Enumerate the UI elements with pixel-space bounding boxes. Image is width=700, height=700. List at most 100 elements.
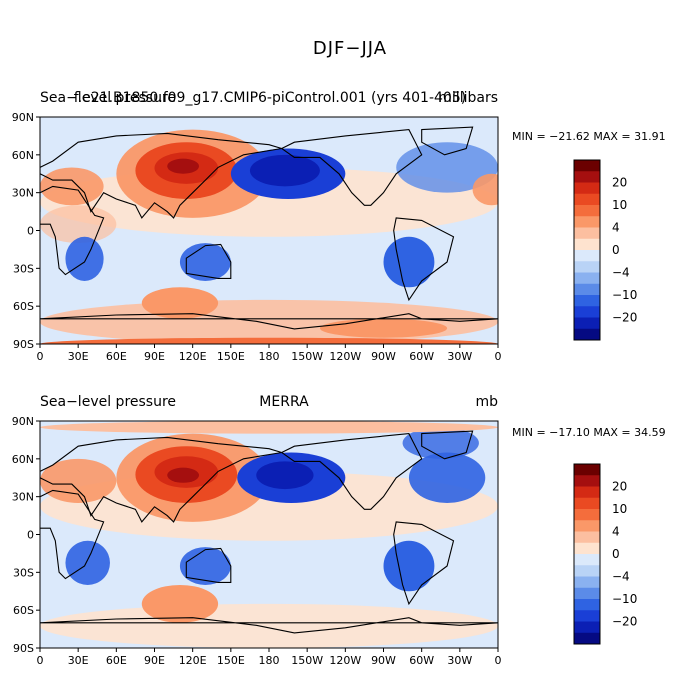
colorbar-swatch xyxy=(574,261,600,273)
slp-anomaly-region xyxy=(383,236,435,288)
colorbar: 20 10 4 0 −4 −10 −20 xyxy=(573,463,637,645)
panel-left-title: Sea−level pressure xyxy=(40,90,176,106)
lat-label: 60N xyxy=(12,149,34,162)
colorbar-label: 4 xyxy=(612,525,620,539)
colorbar-swatch xyxy=(574,250,600,262)
coastline xyxy=(185,547,232,583)
lon-label: 30E xyxy=(68,350,89,363)
slp-anomaly-region xyxy=(40,458,117,503)
coastline xyxy=(393,521,455,606)
colorbar-label: −20 xyxy=(612,615,637,629)
colorbar-swatch xyxy=(574,317,600,330)
min-max-readout: MIN = −17.10 MAX = 34.59 xyxy=(512,426,666,439)
colorbar-swatch xyxy=(574,182,600,195)
slp-anomaly-region xyxy=(141,287,219,319)
lat-label: 60N xyxy=(12,453,34,466)
slp-anomaly-region xyxy=(408,452,486,503)
slp-anomaly-region xyxy=(40,603,498,648)
colorbar-swatch xyxy=(574,565,600,577)
colorbar-swatch xyxy=(574,587,600,600)
min-max-readout: MIN = −21.62 MAX = 31.91 xyxy=(512,130,666,143)
panel-center-title: f.e21.B1850.f09_g17.CMIP6-piControl.001 … xyxy=(74,90,466,106)
lat-label: 30N xyxy=(12,187,34,200)
slp-field xyxy=(40,117,498,344)
lon-label: 30W xyxy=(447,350,472,363)
slp-anomaly-region xyxy=(179,243,231,281)
slp-anomaly-region xyxy=(65,236,104,281)
lon-label: 180 xyxy=(259,350,280,363)
slp-anomaly-region xyxy=(167,467,200,483)
slp-anomaly-region xyxy=(40,421,498,434)
lon-label: 60W xyxy=(409,654,434,667)
map-panel-model: Sea−level pressure f.e21.B1850.f09_g17.C… xyxy=(0,88,700,388)
slp-anomaly-region xyxy=(179,547,231,585)
colorbar-frame xyxy=(573,463,601,645)
coastline xyxy=(40,617,498,634)
lat-label: 30N xyxy=(12,491,34,504)
lon-label: 60E xyxy=(106,654,127,667)
slp-anomaly-region xyxy=(40,167,104,206)
coastlines xyxy=(40,430,498,634)
colorbar-label: −4 xyxy=(612,266,630,280)
colorbar: 20 10 4 0 −4 −10 −20 xyxy=(573,159,637,341)
colorbar-swatch xyxy=(574,193,600,206)
colorbar-swatch xyxy=(574,621,600,634)
lon-label: 150W xyxy=(291,350,323,363)
colorbar-swatch xyxy=(574,216,600,228)
colorbar-swatch xyxy=(574,475,600,487)
lat-label: 90S xyxy=(13,338,34,351)
lon-label: 90W xyxy=(371,350,396,363)
colorbar-label: −10 xyxy=(612,288,637,302)
lon-label: 0 xyxy=(37,350,44,363)
coastline xyxy=(280,433,423,510)
coastline xyxy=(393,217,455,302)
lon-label: 60W xyxy=(409,350,434,363)
colorbar-label: 0 xyxy=(612,243,620,257)
colorbar-label: 10 xyxy=(612,198,627,212)
colorbar-swatch xyxy=(574,531,600,544)
colorbar-swatch xyxy=(574,160,600,172)
colorbar-swatch xyxy=(574,283,600,296)
colorbar-swatch xyxy=(574,171,600,183)
panel-left-title: Sea−level pressure xyxy=(40,394,176,410)
map-svg: Sea−level pressure f.e21.B1850.f09_g17.C… xyxy=(12,90,666,363)
lon-label: 180 xyxy=(259,654,280,667)
panel-units: mb xyxy=(475,394,498,410)
lat-label: 30S xyxy=(13,262,34,275)
lon-label: 150E xyxy=(217,654,245,667)
coastline xyxy=(40,489,105,580)
slp-anomaly-region xyxy=(65,540,110,585)
slp-anomaly-region xyxy=(256,461,314,490)
colorbar-label: −20 xyxy=(612,311,637,325)
lon-label: 30W xyxy=(447,654,472,667)
coastline xyxy=(40,132,282,219)
lon-label: 90E xyxy=(144,350,165,363)
colorbar-swatch xyxy=(574,486,600,499)
panel-center-title: MERRA xyxy=(259,394,309,410)
lon-label: 30E xyxy=(68,654,89,667)
colorbar-swatch xyxy=(574,632,600,645)
colorbar-label: 0 xyxy=(612,547,620,561)
lat-label: 30S xyxy=(13,566,34,579)
lon-label: 150W xyxy=(291,654,323,667)
lon-label: 120W xyxy=(329,350,361,363)
lon-label: 90E xyxy=(144,654,165,667)
lat-label: 90N xyxy=(12,111,34,124)
coastline xyxy=(421,126,474,156)
slp-anomaly-region xyxy=(319,318,448,338)
colorbar-swatch xyxy=(574,610,600,622)
lon-label: 0 xyxy=(37,654,44,667)
colorbar-swatch xyxy=(574,295,600,307)
coastlines xyxy=(40,126,498,330)
colorbar-swatch xyxy=(574,576,600,589)
slp-anomaly-region xyxy=(383,540,435,592)
colorbar-swatch xyxy=(574,464,600,476)
coastline xyxy=(280,129,423,206)
colorbar-swatch xyxy=(574,497,600,510)
coastline xyxy=(40,436,282,523)
colorbar-swatch xyxy=(574,238,600,251)
lon-label: 120E xyxy=(179,350,207,363)
coastline xyxy=(185,243,232,279)
lon-label: 0 xyxy=(495,654,502,667)
